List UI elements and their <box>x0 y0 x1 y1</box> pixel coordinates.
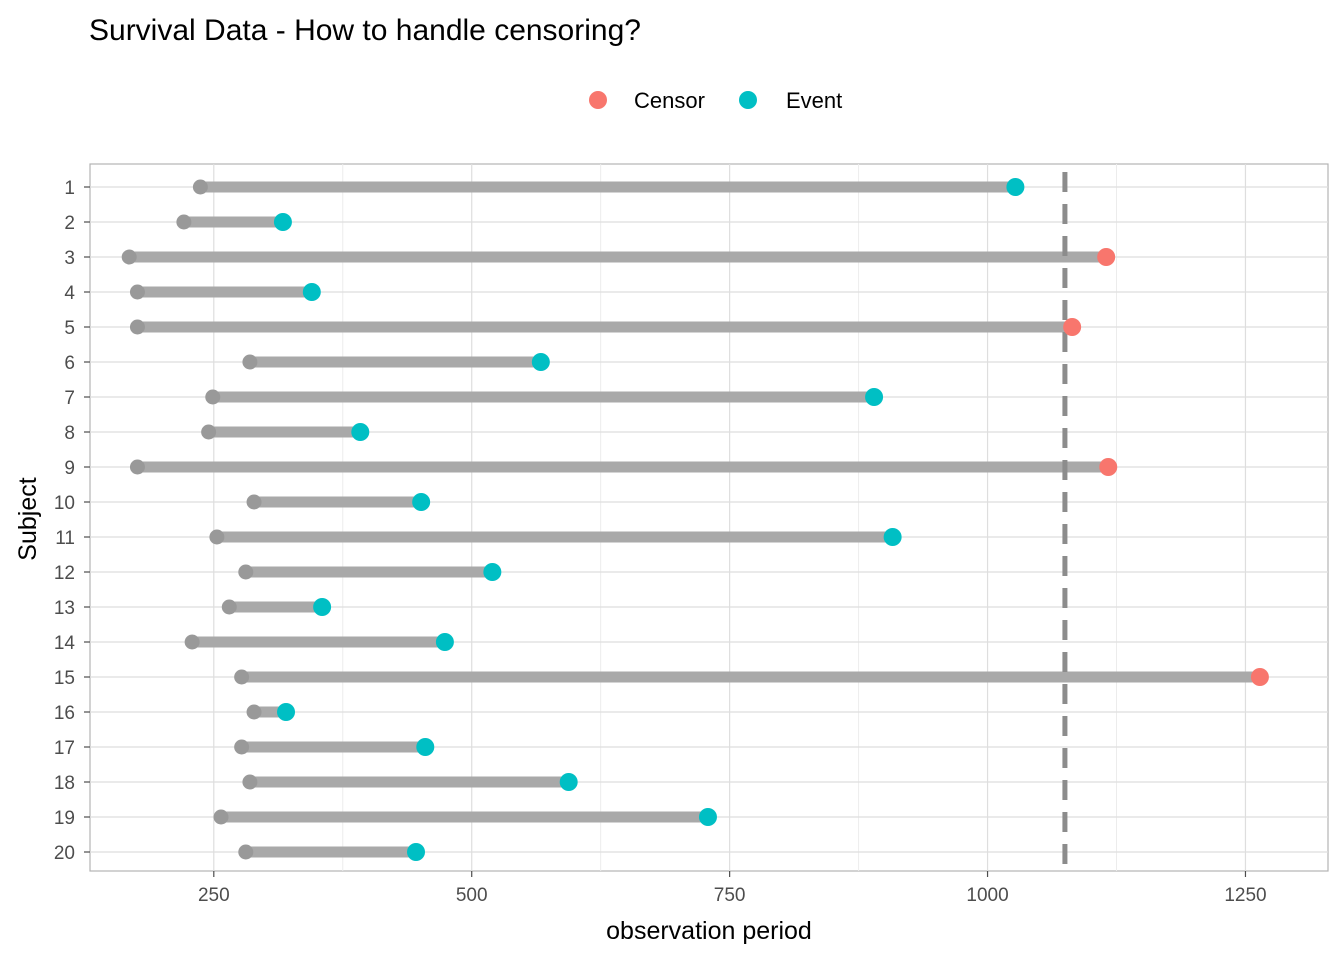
end-point-subject-3 <box>1097 248 1116 266</box>
y-tick-label: 20 <box>54 843 75 864</box>
y-tick-label: 3 <box>64 248 75 269</box>
end-point-subject-7 <box>865 388 884 406</box>
end-point-subject-5 <box>1063 318 1082 336</box>
end-point-subject-1 <box>1006 178 1025 196</box>
legend-dot-event <box>739 91 757 109</box>
end-point-subject-8 <box>351 423 370 441</box>
start-point-subject-3 <box>121 249 137 265</box>
end-point-subject-13 <box>313 598 332 616</box>
y-tick-label: 8 <box>64 423 75 444</box>
start-point-subject-8 <box>201 424 217 440</box>
start-point-subject-10 <box>246 494 262 510</box>
gridlines <box>90 164 1328 871</box>
end-point-subject-16 <box>277 703 296 721</box>
start-point-subject-2 <box>176 214 192 230</box>
y-tick-label: 11 <box>55 528 75 549</box>
end-point-subject-6 <box>531 353 550 371</box>
end-point-subject-14 <box>435 633 454 651</box>
start-point-subject-11 <box>209 529 225 545</box>
start-point-subject-15 <box>234 669 250 685</box>
start-point-subject-12 <box>238 564 254 580</box>
start-point-subject-17 <box>234 739 250 755</box>
x-tick-label: 750 <box>714 885 746 906</box>
y-tick-label: 5 <box>64 318 75 339</box>
y-tick-label: 16 <box>54 703 75 724</box>
y-tick-label: 1 <box>64 178 75 199</box>
end-point-subject-9 <box>1099 458 1118 476</box>
segments <box>129 181 1260 858</box>
legend-label-censor: Censor <box>634 88 705 113</box>
legend-dot-censor <box>589 91 607 109</box>
start-point-subject-4 <box>129 284 145 300</box>
chart-title: Survival Data - How to handle censoring? <box>89 14 641 47</box>
panel-border <box>89 163 1329 872</box>
end-point-subject-18 <box>559 773 578 791</box>
start-point-subject-14 <box>184 634 200 650</box>
y-tick-label: 14 <box>54 633 76 654</box>
end-point-subject-11 <box>883 528 902 546</box>
points <box>121 178 1269 861</box>
end-point-subject-20 <box>407 843 426 861</box>
x-tick-label: 1250 <box>1224 885 1266 906</box>
x-tick-labels: 250 500 750 1000 1250 <box>198 871 1267 906</box>
legend-label-event: Event <box>786 88 842 113</box>
end-point-subject-17 <box>416 738 435 756</box>
end-point-subject-12 <box>483 563 502 581</box>
start-point-subject-16 <box>246 704 262 720</box>
y-tick-label: 9 <box>64 458 75 479</box>
start-point-subject-5 <box>129 319 145 335</box>
y-tick-label: 6 <box>64 353 75 374</box>
start-point-subject-18 <box>242 774 258 790</box>
end-point-subject-2 <box>273 213 292 231</box>
y-tick-label: 13 <box>54 598 75 619</box>
y-tick-label: 4 <box>64 283 75 304</box>
start-point-subject-7 <box>205 389 221 405</box>
y-tick-label: 7 <box>64 388 75 409</box>
start-point-subject-1 <box>192 179 208 195</box>
y-tick-label: 18 <box>54 773 75 794</box>
plot-panel <box>89 163 1329 872</box>
y-tick-label: 19 <box>54 808 75 829</box>
x-tick-label: 1000 <box>966 885 1008 906</box>
end-point-subject-19 <box>698 808 717 826</box>
end-point-subject-4 <box>302 283 321 301</box>
y-tick-label: 12 <box>54 563 75 584</box>
y-tick-label: 10 <box>54 493 75 514</box>
x-tick-label: 250 <box>198 885 230 906</box>
end-point-subject-15 <box>1250 668 1269 686</box>
start-point-subject-6 <box>242 354 258 370</box>
x-tick-label: 500 <box>456 885 488 906</box>
x-axis-title: observation period <box>606 917 812 945</box>
start-point-subject-19 <box>213 809 229 825</box>
start-point-subject-9 <box>129 459 145 475</box>
y-tick-label: 17 <box>54 738 75 759</box>
end-point-subject-10 <box>412 493 431 511</box>
y-tick-label: 2 <box>64 213 75 234</box>
legend: Censor Event <box>589 88 842 113</box>
y-axis-title: Subject <box>14 477 42 560</box>
y-tick-label: 15 <box>54 668 75 689</box>
start-point-subject-13 <box>221 599 237 615</box>
start-point-subject-20 <box>238 844 254 860</box>
